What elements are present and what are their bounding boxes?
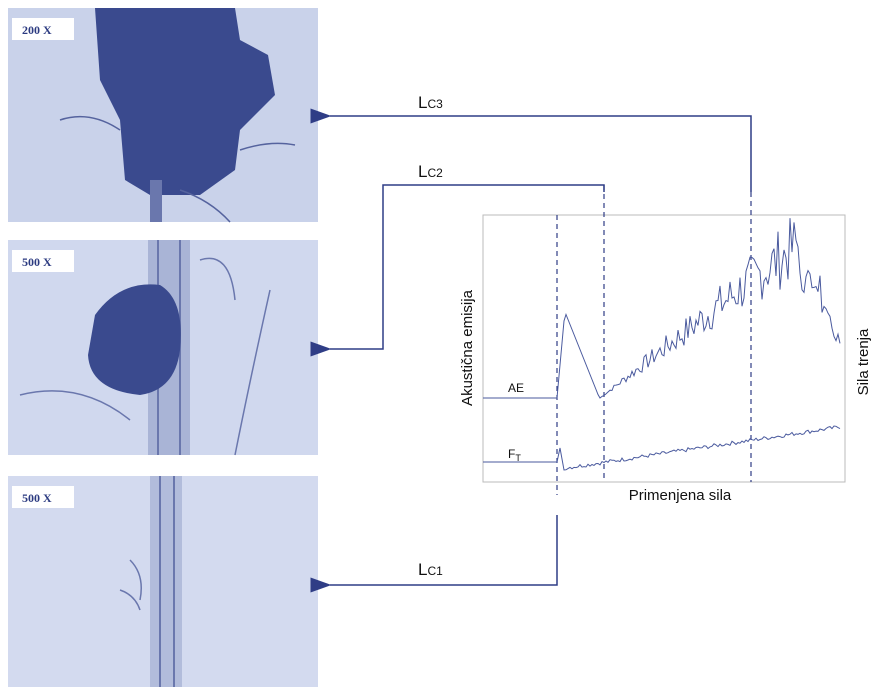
curve-label: FT (508, 447, 521, 463)
magnification-label: 500 X (22, 491, 52, 505)
subscript: T (515, 453, 521, 463)
magnification-label: 200 X (22, 23, 52, 37)
micrograph-500x: 500 X (8, 476, 318, 687)
subscript: C3 (427, 97, 443, 111)
x-axis-label: Primenjena sila (629, 487, 732, 504)
chart: AE FT Akustična emisija Sila trenja Prim… (459, 185, 872, 504)
curve-label: AE (508, 381, 524, 395)
y2-axis-label: Sila trenja (855, 328, 872, 395)
connectors (330, 116, 751, 585)
critical-load-label: LC2 (418, 162, 443, 181)
figure: 200 X 500 X 500 X AE FT Akustična emisij… (0, 0, 876, 687)
critical-load-label: LC1 (418, 560, 443, 579)
subscript: C1 (427, 564, 443, 578)
y-axis-label: Akustična emisija (459, 289, 476, 406)
subscript: C2 (427, 166, 443, 180)
ft-curve (483, 426, 840, 470)
micrograph-500x: 500 X (8, 240, 318, 455)
magnification-label: 500 X (22, 255, 52, 269)
critical-load-label: LC3 (418, 93, 443, 112)
ae-curve (483, 218, 840, 398)
micrograph-200x: 200 X (8, 8, 318, 222)
critical-load-lines (557, 185, 751, 495)
chart-frame (483, 215, 845, 482)
